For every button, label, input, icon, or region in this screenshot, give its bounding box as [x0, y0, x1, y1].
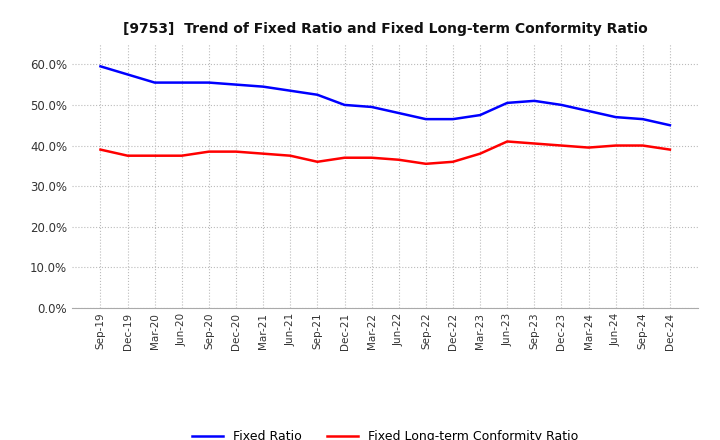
- Legend: Fixed Ratio, Fixed Long-term Conformity Ratio: Fixed Ratio, Fixed Long-term Conformity …: [187, 425, 583, 440]
- Fixed Ratio: [530, 98, 539, 103]
- Fixed Long-term Conformity Ratio: [341, 155, 349, 160]
- Fixed Ratio: [611, 114, 620, 120]
- Fixed Ratio: [665, 123, 674, 128]
- Fixed Ratio: [313, 92, 322, 97]
- Fixed Ratio: [503, 100, 511, 106]
- Fixed Ratio: [96, 64, 105, 69]
- Fixed Ratio: [123, 72, 132, 77]
- Fixed Long-term Conformity Ratio: [639, 143, 647, 148]
- Fixed Long-term Conformity Ratio: [259, 151, 268, 156]
- Fixed Long-term Conformity Ratio: [476, 151, 485, 156]
- Fixed Ratio: [286, 88, 294, 93]
- Line: Fixed Ratio: Fixed Ratio: [101, 66, 670, 125]
- Fixed Ratio: [259, 84, 268, 89]
- Fixed Long-term Conformity Ratio: [421, 161, 430, 166]
- Fixed Long-term Conformity Ratio: [557, 143, 566, 148]
- Fixed Ratio: [584, 108, 593, 114]
- Fixed Ratio: [178, 80, 186, 85]
- Fixed Ratio: [557, 102, 566, 107]
- Fixed Long-term Conformity Ratio: [232, 149, 240, 154]
- Fixed Ratio: [449, 117, 457, 122]
- Fixed Long-term Conformity Ratio: [313, 159, 322, 165]
- Fixed Ratio: [476, 113, 485, 118]
- Title: [9753]  Trend of Fixed Ratio and Fixed Long-term Conformity Ratio: [9753] Trend of Fixed Ratio and Fixed Lo…: [123, 22, 647, 36]
- Fixed Long-term Conformity Ratio: [150, 153, 159, 158]
- Fixed Long-term Conformity Ratio: [665, 147, 674, 152]
- Fixed Long-term Conformity Ratio: [178, 153, 186, 158]
- Fixed Long-term Conformity Ratio: [449, 159, 457, 165]
- Line: Fixed Long-term Conformity Ratio: Fixed Long-term Conformity Ratio: [101, 142, 670, 164]
- Fixed Ratio: [639, 117, 647, 122]
- Fixed Ratio: [150, 80, 159, 85]
- Fixed Long-term Conformity Ratio: [123, 153, 132, 158]
- Fixed Ratio: [232, 82, 240, 87]
- Fixed Ratio: [341, 102, 349, 107]
- Fixed Long-term Conformity Ratio: [204, 149, 213, 154]
- Fixed Ratio: [421, 117, 430, 122]
- Fixed Ratio: [395, 110, 403, 116]
- Fixed Long-term Conformity Ratio: [96, 147, 105, 152]
- Fixed Long-term Conformity Ratio: [584, 145, 593, 150]
- Fixed Long-term Conformity Ratio: [611, 143, 620, 148]
- Fixed Ratio: [204, 80, 213, 85]
- Fixed Ratio: [367, 104, 376, 110]
- Fixed Long-term Conformity Ratio: [395, 157, 403, 162]
- Fixed Long-term Conformity Ratio: [367, 155, 376, 160]
- Fixed Long-term Conformity Ratio: [530, 141, 539, 146]
- Fixed Long-term Conformity Ratio: [286, 153, 294, 158]
- Fixed Long-term Conformity Ratio: [503, 139, 511, 144]
